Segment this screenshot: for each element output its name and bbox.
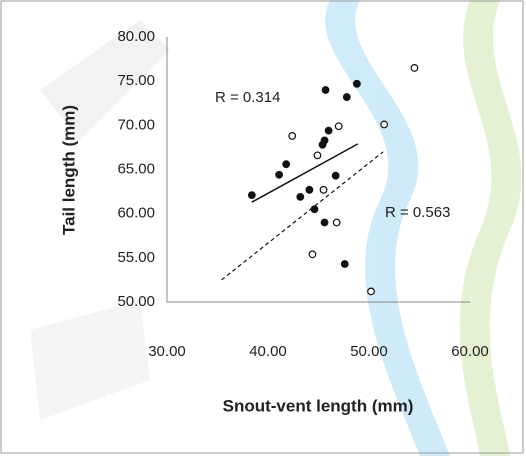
y-tick-label: 55.00 bbox=[117, 249, 155, 266]
y-tick-label: 65.00 bbox=[117, 160, 155, 177]
point bbox=[319, 185, 328, 194]
point bbox=[321, 86, 330, 94]
point bbox=[320, 136, 329, 145]
y-tick-label: 75.00 bbox=[117, 72, 155, 89]
point bbox=[247, 191, 256, 200]
point bbox=[367, 287, 375, 296]
trend-line bbox=[251, 143, 359, 203]
x-tick-label: 60.00 bbox=[451, 343, 489, 360]
point bbox=[340, 260, 349, 268]
point bbox=[342, 93, 351, 101]
y-tick-label: 80.00 bbox=[117, 28, 155, 45]
point bbox=[313, 151, 322, 160]
watermark bbox=[30, 0, 522, 456]
x-tick-label: 50.00 bbox=[350, 343, 388, 360]
trend-line bbox=[221, 151, 384, 281]
point bbox=[275, 170, 284, 179]
point bbox=[410, 64, 419, 72]
point bbox=[332, 218, 341, 227]
point bbox=[310, 205, 319, 214]
point bbox=[308, 250, 317, 259]
x-tick-label: 30.00 bbox=[148, 343, 186, 360]
point bbox=[305, 185, 314, 194]
point bbox=[324, 126, 333, 135]
annotation: R = 0.314 bbox=[215, 89, 280, 106]
x-axis-title: Snout-vent length (mm) bbox=[223, 396, 414, 415]
point bbox=[380, 120, 389, 129]
point bbox=[288, 132, 297, 140]
annotation: R = 0.563 bbox=[385, 204, 450, 221]
y-tick-label: 70.00 bbox=[117, 116, 155, 133]
x-tick-label: 40.00 bbox=[249, 343, 287, 360]
y-tick-label: 50.00 bbox=[117, 293, 155, 310]
point bbox=[331, 171, 340, 180]
point bbox=[334, 122, 343, 131]
point bbox=[296, 192, 305, 201]
point bbox=[282, 160, 291, 169]
y-tick-label: 60.00 bbox=[117, 205, 155, 222]
y-axis-title: Tail length (mm) bbox=[59, 105, 78, 235]
point bbox=[352, 79, 361, 88]
point bbox=[320, 218, 329, 227]
